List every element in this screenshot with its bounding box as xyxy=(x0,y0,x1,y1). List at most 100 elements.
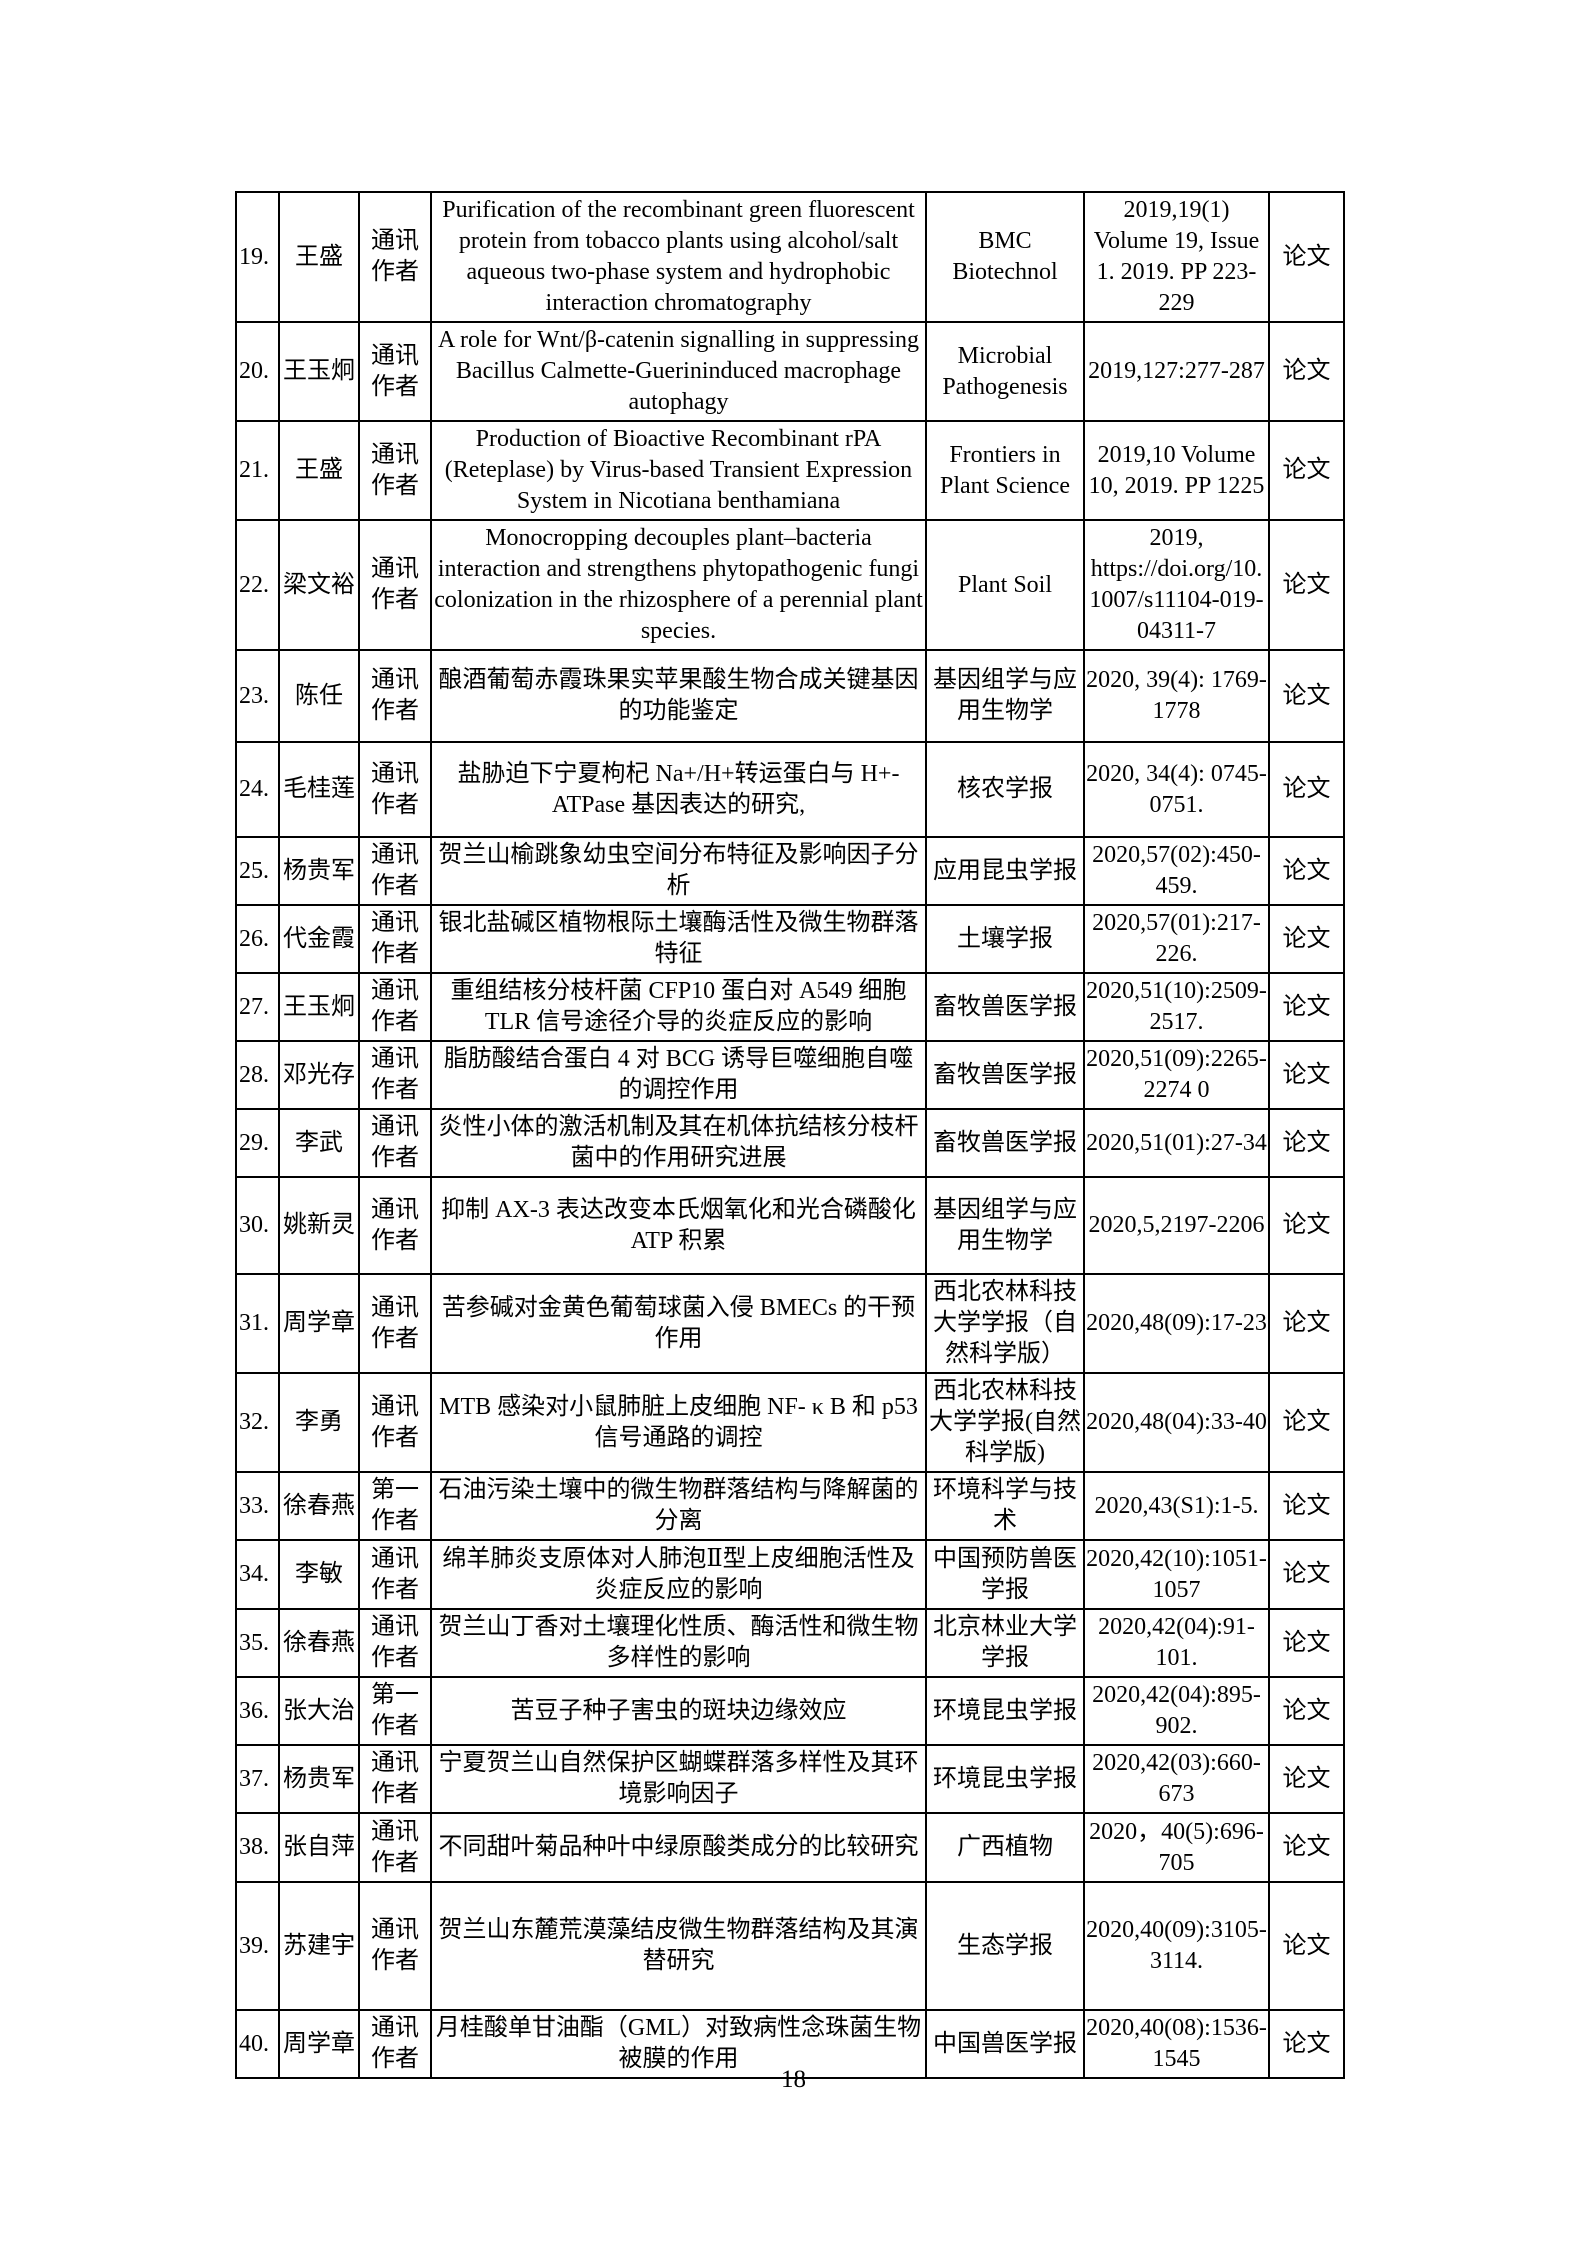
cell-citation-details: 2020,42(04):895-902. xyxy=(1083,1676,1270,1746)
table-row: 30. 姚新灵 通讯作者 抑制 AX-3 表达改变本氏烟氧化和光合磷酸化 ATP… xyxy=(235,1176,1345,1275)
cell-paper-title: 不同甜叶菊品种叶中绿原酸类成分的比较研究 xyxy=(430,1812,927,1883)
cell-citation-details: 2020,42(10):1051-1057 xyxy=(1083,1539,1270,1610)
cell-row-number: 28. xyxy=(235,1040,280,1110)
cell-journal-name: 应用昆虫学报 xyxy=(925,836,1085,906)
cell-row-number: 24. xyxy=(235,741,280,838)
cell-author-role: 通讯作者 xyxy=(358,1539,432,1610)
cell-publication-type: 论文 xyxy=(1268,1471,1345,1541)
table-row: 23. 陈任 通讯作者 酿酒葡萄赤霞珠果实苹果酸生物合成关键基因的功能鉴定 基因… xyxy=(235,649,1345,743)
table-row: 26. 代金霞 通讯作者 银北盐碱区植物根际土壤酶活性及微生物群落特征 土壤学报… xyxy=(235,904,1345,974)
cell-journal-name: 基因组学与应用生物学 xyxy=(925,649,1085,743)
table-row: 20. 王玉炯 通讯作者 A role for Wnt/β-catenin si… xyxy=(235,321,1345,422)
cell-journal-name: 畜牧兽医学报 xyxy=(925,972,1085,1042)
cell-paper-title: 绵羊肺炎支原体对人肺泡Ⅱ型上皮细胞活性及炎症反应的影响 xyxy=(430,1539,927,1610)
cell-citation-details: 2019,10 Volume 10, 2019. PP 1225 xyxy=(1083,420,1270,521)
cell-publication-type: 论文 xyxy=(1268,519,1345,651)
table-row: 29. 李武 通讯作者 炎性小体的激活机制及其在机体抗结核分枝杆菌中的作用研究进… xyxy=(235,1108,1345,1178)
cell-author-role: 通讯作者 xyxy=(358,1176,432,1275)
cell-citation-details: 2020,48(09):17-23 xyxy=(1083,1273,1270,1374)
cell-journal-name: 北京林业大学学报 xyxy=(925,1608,1085,1678)
table-row: 22. 梁文裕 通讯作者 Monocropping decouples plan… xyxy=(235,519,1345,651)
cell-paper-title: A role for Wnt/β-catenin signalling in s… xyxy=(430,321,927,422)
cell-author-name: 徐春燕 xyxy=(278,1471,360,1541)
cell-author-name: 王玉炯 xyxy=(278,321,360,422)
cell-publication-type: 论文 xyxy=(1268,2009,1345,2079)
cell-journal-name: 中国兽医学报 xyxy=(925,2009,1085,2079)
cell-author-role: 通讯作者 xyxy=(358,1881,432,2011)
cell-publication-type: 论文 xyxy=(1268,1812,1345,1883)
cell-author-name: 苏建宇 xyxy=(278,1881,360,2011)
cell-publication-type: 论文 xyxy=(1268,1881,1345,2011)
cell-citation-details: 2020,48(04):33-40 xyxy=(1083,1372,1270,1473)
cell-publication-type: 论文 xyxy=(1268,321,1345,422)
table-row: 38. 张自萍 通讯作者 不同甜叶菊品种叶中绿原酸类成分的比较研究 广西植物 2… xyxy=(235,1812,1345,1883)
table-row: 40. 周学章 通讯作者 月桂酸单甘油酯（GML）对致病性念珠菌生物被膜的作用 … xyxy=(235,2009,1345,2079)
cell-row-number: 32. xyxy=(235,1372,280,1473)
cell-publication-type: 论文 xyxy=(1268,741,1345,838)
cell-row-number: 26. xyxy=(235,904,280,974)
cell-paper-title: Monocropping decouples plant–bacteria in… xyxy=(430,519,927,651)
cell-row-number: 25. xyxy=(235,836,280,906)
cell-author-name: 毛桂莲 xyxy=(278,741,360,838)
cell-citation-details: 2019,127:277-287 xyxy=(1083,321,1270,422)
cell-author-role: 通讯作者 xyxy=(358,741,432,838)
cell-row-number: 35. xyxy=(235,1608,280,1678)
table-row: 24. 毛桂莲 通讯作者 盐胁迫下宁夏枸杞 Na+/H+转运蛋白与 H+-ATP… xyxy=(235,741,1345,838)
cell-citation-details: 2020,5,2197-2206 xyxy=(1083,1176,1270,1275)
table-row: 19. 王盛 通讯作者 Purification of the recombin… xyxy=(235,191,1345,323)
cell-paper-title: 贺兰山榆跳象幼虫空间分布特征及影响因子分析 xyxy=(430,836,927,906)
cell-journal-name: 西北农林科技大学学报（自然科学版） xyxy=(925,1273,1085,1374)
table-row: 27. 王玉炯 通讯作者 重组结核分枝杆菌 CFP10 蛋白对 A549 细胞 … xyxy=(235,972,1345,1042)
cell-paper-title: 苦豆子种子害虫的斑块边缘效应 xyxy=(430,1676,927,1746)
cell-author-role: 通讯作者 xyxy=(358,1812,432,1883)
cell-journal-name: 中国预防兽医学报 xyxy=(925,1539,1085,1610)
cell-journal-name: Frontiers in Plant Science xyxy=(925,420,1085,521)
table-row: 34. 李敏 通讯作者 绵羊肺炎支原体对人肺泡Ⅱ型上皮细胞活性及炎症反应的影响 … xyxy=(235,1539,1345,1610)
cell-author-role: 通讯作者 xyxy=(358,1372,432,1473)
cell-paper-title: 银北盐碱区植物根际土壤酶活性及微生物群落特征 xyxy=(430,904,927,974)
cell-journal-name: 土壤学报 xyxy=(925,904,1085,974)
cell-journal-name: BMC Biotechnol xyxy=(925,191,1085,323)
cell-citation-details: 2020,42(04):91-101. xyxy=(1083,1608,1270,1678)
cell-citation-details: 2020,57(02):450-459. xyxy=(1083,836,1270,906)
cell-row-number: 39. xyxy=(235,1881,280,2011)
cell-paper-title: 石油污染土壤中的微生物群落结构与降解菌的分离 xyxy=(430,1471,927,1541)
cell-publication-type: 论文 xyxy=(1268,649,1345,743)
cell-journal-name: Plant Soil xyxy=(925,519,1085,651)
cell-paper-title: 重组结核分枝杆菌 CFP10 蛋白对 A549 细胞 TLR 信号途径介导的炎症… xyxy=(430,972,927,1042)
cell-citation-details: 2020,42(03):660-673 xyxy=(1083,1744,1270,1814)
cell-paper-title: 月桂酸单甘油酯（GML）对致病性念珠菌生物被膜的作用 xyxy=(430,2009,927,2079)
cell-row-number: 31. xyxy=(235,1273,280,1374)
cell-author-role: 第一作者 xyxy=(358,1676,432,1746)
cell-author-role: 通讯作者 xyxy=(358,1608,432,1678)
cell-author-name: 张自萍 xyxy=(278,1812,360,1883)
table-row: 39. 苏建宇 通讯作者 贺兰山东麓荒漠藻结皮微生物群落结构及其演替研究 生态学… xyxy=(235,1881,1345,2011)
cell-author-name: 李敏 xyxy=(278,1539,360,1610)
cell-author-name: 杨贵军 xyxy=(278,836,360,906)
cell-journal-name: 环境昆虫学报 xyxy=(925,1744,1085,1814)
cell-paper-title: 炎性小体的激活机制及其在机体抗结核分枝杆菌中的作用研究进展 xyxy=(430,1108,927,1178)
cell-author-role: 通讯作者 xyxy=(358,836,432,906)
cell-paper-title: 脂肪酸结合蛋白 4 对 BCG 诱导巨噬细胞自噬的调控作用 xyxy=(430,1040,927,1110)
cell-author-name: 周学章 xyxy=(278,2009,360,2079)
cell-row-number: 36. xyxy=(235,1676,280,1746)
cell-author-role: 通讯作者 xyxy=(358,420,432,521)
cell-author-role: 通讯作者 xyxy=(358,1273,432,1374)
cell-citation-details: 2019, https://doi.org/10.1007/s11104-019… xyxy=(1083,519,1270,651)
cell-publication-type: 论文 xyxy=(1268,1108,1345,1178)
cell-citation-details: 2020,51(01):27-34 xyxy=(1083,1108,1270,1178)
cell-journal-name: 畜牧兽医学报 xyxy=(925,1108,1085,1178)
cell-paper-title: 盐胁迫下宁夏枸杞 Na+/H+转运蛋白与 H+-ATPase 基因表达的研究, xyxy=(430,741,927,838)
cell-paper-title: 酿酒葡萄赤霞珠果实苹果酸生物合成关键基因的功能鉴定 xyxy=(430,649,927,743)
cell-paper-title: Production of Bioactive Recombinant rPA … xyxy=(430,420,927,521)
cell-author-role: 通讯作者 xyxy=(358,2009,432,2079)
cell-row-number: 22. xyxy=(235,519,280,651)
cell-row-number: 30. xyxy=(235,1176,280,1275)
table-row: 35. 徐春燕 通讯作者 贺兰山丁香对土壤理化性质、酶活性和微生物多样性的影响 … xyxy=(235,1608,1345,1678)
cell-publication-type: 论文 xyxy=(1268,1273,1345,1374)
cell-journal-name: 基因组学与应用生物学 xyxy=(925,1176,1085,1275)
cell-author-name: 徐春燕 xyxy=(278,1608,360,1678)
publications-table: 19. 王盛 通讯作者 Purification of the recombin… xyxy=(235,191,1345,2079)
cell-author-role: 通讯作者 xyxy=(358,972,432,1042)
cell-row-number: 38. xyxy=(235,1812,280,1883)
